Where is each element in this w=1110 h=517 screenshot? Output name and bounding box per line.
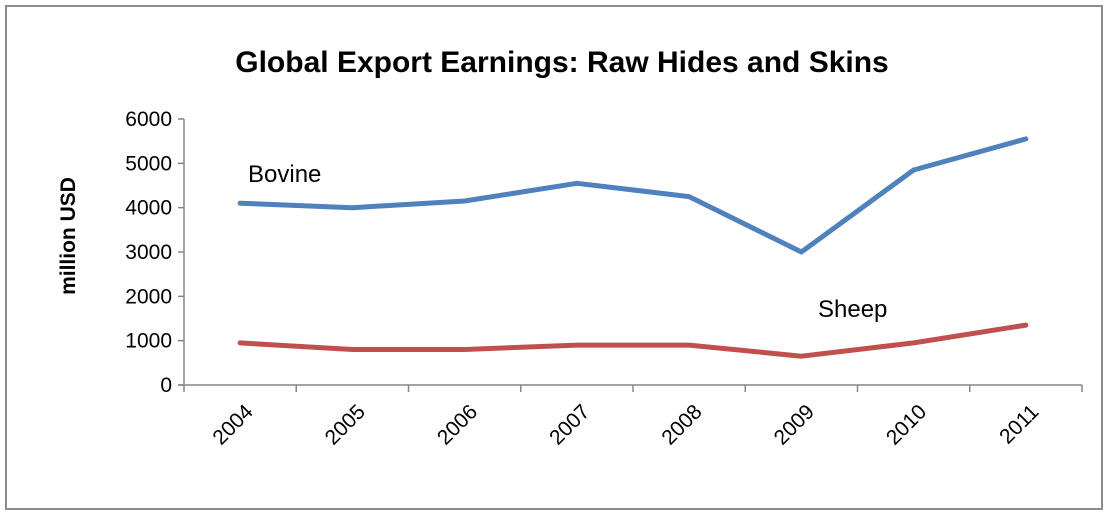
y-tick-label: 1000 <box>125 330 172 353</box>
x-tick-label: 2004 <box>208 400 258 450</box>
x-tick-label: 2010 <box>882 400 931 449</box>
x-tick-label: 2007 <box>545 400 594 449</box>
x-tick-label: 2011 <box>995 400 1043 448</box>
x-tick-label: 2009 <box>770 400 819 449</box>
series-label-bovine: Bovine <box>248 161 321 188</box>
axes <box>178 118 1083 392</box>
y-tick-labels: 0 1000 2000 3000 4000 5000 6000 <box>125 108 172 397</box>
x-tick-label: 2006 <box>433 400 482 449</box>
y-tick-label: 0 <box>160 374 172 397</box>
series-label-sheep: Sheep <box>818 296 887 323</box>
series-lines <box>237 136 1029 359</box>
y-tick-label: 3000 <box>125 241 172 264</box>
y-axis-title: million USD <box>57 177 80 295</box>
series-line-bovine <box>237 136 1029 255</box>
x-tick-label: 2005 <box>321 400 370 449</box>
x-tick-label: 2008 <box>657 400 706 449</box>
y-tick-label: 5000 <box>125 152 172 175</box>
y-tick-label: 2000 <box>125 285 172 308</box>
y-tick-label: 6000 <box>125 108 172 131</box>
chart-frame <box>5 5 1103 510</box>
series-line-sheep <box>237 322 1029 359</box>
x-tick-labels: 2004 2005 2006 2007 2008 2009 2010 2011 <box>208 400 1043 450</box>
y-tick-label: 4000 <box>125 197 172 220</box>
chart-title: Global Export Earnings: Raw Hides and Sk… <box>235 46 888 79</box>
